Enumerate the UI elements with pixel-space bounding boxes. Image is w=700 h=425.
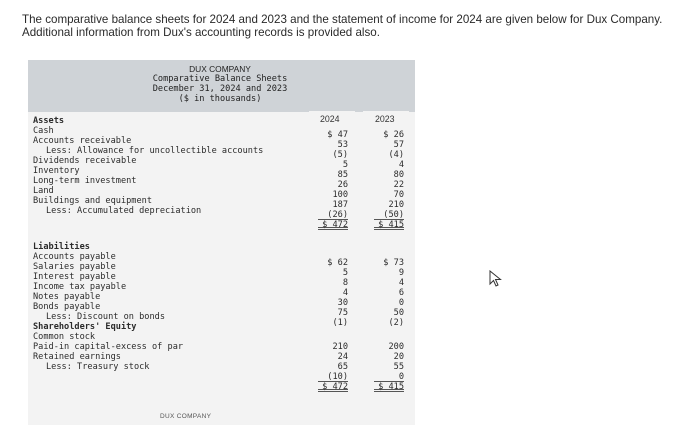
liability-label: Notes payable <box>33 292 101 302</box>
asset-value-2024: (26) <box>318 210 348 220</box>
liability-value-2024: 30 <box>337 298 348 308</box>
equity-heading: Shareholders' Equity <box>33 322 137 332</box>
liability-label: Accounts payable <box>33 252 116 262</box>
asset-label: Accounts receivable <box>33 136 132 146</box>
asset-value-2024: (5) <box>332 150 348 160</box>
liability-value-2023: 4 <box>398 278 404 288</box>
intro-line-1: The comparative balance sheets for 2024 … <box>22 13 663 26</box>
equity-value-2023: 20 <box>393 352 404 362</box>
asset-value-2024: 100 <box>332 190 348 200</box>
liability-value-2024: 75 <box>337 308 348 318</box>
equity-label: Paid-in capital-excess of par <box>33 342 184 352</box>
statement-title-block: DUX COMPANY Comparative Balance Sheets D… <box>120 64 320 104</box>
asset-label: Dividends receivable <box>33 156 137 166</box>
asset-value-2024: 187 <box>332 200 348 210</box>
asset-value-2023: (4) <box>388 150 404 160</box>
company-name: DUX COMPANY <box>189 64 251 74</box>
equity-label: Less: Treasury stock <box>46 362 150 372</box>
assets-labels: Assets Cash Accounts receivable Less: Al… <box>33 116 263 216</box>
asset-value-2023: $ 26 <box>383 130 404 140</box>
liability-value-2024: (1) <box>332 318 348 328</box>
asset-label: Long-term investment <box>33 176 137 186</box>
asset-value-2024: 53 <box>337 140 348 150</box>
asset-value-2023: 210 <box>388 200 404 210</box>
asset-value-2024: 5 <box>342 160 348 170</box>
asset-label: Cash <box>33 126 54 136</box>
liability-value-2023: 9 <box>398 268 404 278</box>
next-statement-title: DUX COMPANY <box>160 413 212 420</box>
assets-total-2023: $ 415 <box>374 220 404 230</box>
equity-values-2023: 200 20 55 0 $ 415 <box>374 342 404 392</box>
equity-value-2023: 55 <box>393 362 404 372</box>
liability-label: Salaries payable <box>33 262 116 272</box>
column-header-2023: 2023 <box>375 114 395 124</box>
liab-equity-total-2024: $ 472 <box>318 382 348 392</box>
equity-value-2024: (10) <box>318 372 348 382</box>
equity-value-2024: 65 <box>337 362 348 372</box>
asset-value-2023: 70 <box>393 190 404 200</box>
asset-value-2023: 57 <box>393 140 404 150</box>
asset-label: Buildings and equipment <box>33 196 152 206</box>
liability-label: Income tax payable <box>33 282 127 292</box>
asset-value-2023: 22 <box>393 180 404 190</box>
asset-label: Less: Allowance for uncollectible accoun… <box>46 146 264 156</box>
statement-date: December 31, 2024 and 2023 <box>152 84 288 94</box>
liability-value-2023: 0 <box>398 298 404 308</box>
column-header-2024: 2024 <box>320 114 340 124</box>
liabilities-heading: Liabilities <box>33 242 90 252</box>
liability-value-2024: $ 62 <box>327 258 348 268</box>
asset-value-2024: 85 <box>337 170 348 180</box>
statement-title: Comparative Balance Sheets <box>152 74 288 84</box>
liabilities-values-2023: $ 73 9 4 6 0 50 (2) <box>374 258 404 328</box>
asset-value-2023: (50) <box>374 210 404 220</box>
liability-value-2023: $ 73 <box>383 258 404 268</box>
liability-value-2023: 50 <box>393 308 404 318</box>
statement-units: ($ in thousands) <box>178 94 262 104</box>
liability-value-2024: 8 <box>342 278 348 288</box>
asset-value-2024: 26 <box>337 180 348 190</box>
liability-value-2023: (2) <box>388 318 404 328</box>
asset-label: Inventory <box>33 166 80 176</box>
equity-value-2023: 200 <box>388 342 404 352</box>
liabilities-values-2024: $ 62 5 8 4 30 75 (1) <box>318 258 348 328</box>
assets-total-2024: $ 472 <box>318 220 348 230</box>
liability-label: Less: Discount on bonds <box>46 312 165 322</box>
asset-value-2024: $ 47 <box>327 130 348 140</box>
column-2024-panel <box>309 111 355 401</box>
liab-equity-total-2023: $ 415 <box>374 382 404 392</box>
liability-value-2023: 6 <box>398 288 404 298</box>
intro-text: The comparative balance sheets for 2024 … <box>22 13 682 39</box>
asset-label: Less: Accumulated depreciation <box>46 206 202 216</box>
liabilities-equity-labels: Liabilities Accounts payable Salaries pa… <box>33 242 183 372</box>
liability-value-2024: 5 <box>342 268 348 278</box>
asset-value-2023: 4 <box>398 160 404 170</box>
statement-header-band <box>28 60 415 112</box>
mouse-pointer-icon <box>489 270 502 287</box>
assets-values-2023: $ 26 57 (4) 4 80 22 70 210 (50) $ 415 <box>374 130 404 230</box>
equity-values-2024: 210 24 65 (10) $ 472 <box>318 342 348 392</box>
liability-label: Interest payable <box>33 272 116 282</box>
assets-heading: Assets <box>33 116 65 126</box>
equity-value-2023: 0 <box>374 372 404 382</box>
intro-line-2: Additional information from Dux's accoun… <box>22 26 380 39</box>
equity-label: Retained earnings <box>33 352 121 362</box>
asset-value-2023: 80 <box>393 170 404 180</box>
equity-label: Common stock <box>33 332 96 342</box>
equity-value-2024: 24 <box>337 352 348 362</box>
equity-value-2024: 210 <box>332 342 348 352</box>
column-2023-panel <box>363 111 409 401</box>
assets-values-2024: $ 47 53 (5) 5 85 26 100 187 (26) $ 472 <box>318 130 348 230</box>
asset-label: Land <box>33 186 54 196</box>
liability-value-2024: 4 <box>342 288 348 298</box>
liability-label: Bonds payable <box>33 302 101 312</box>
